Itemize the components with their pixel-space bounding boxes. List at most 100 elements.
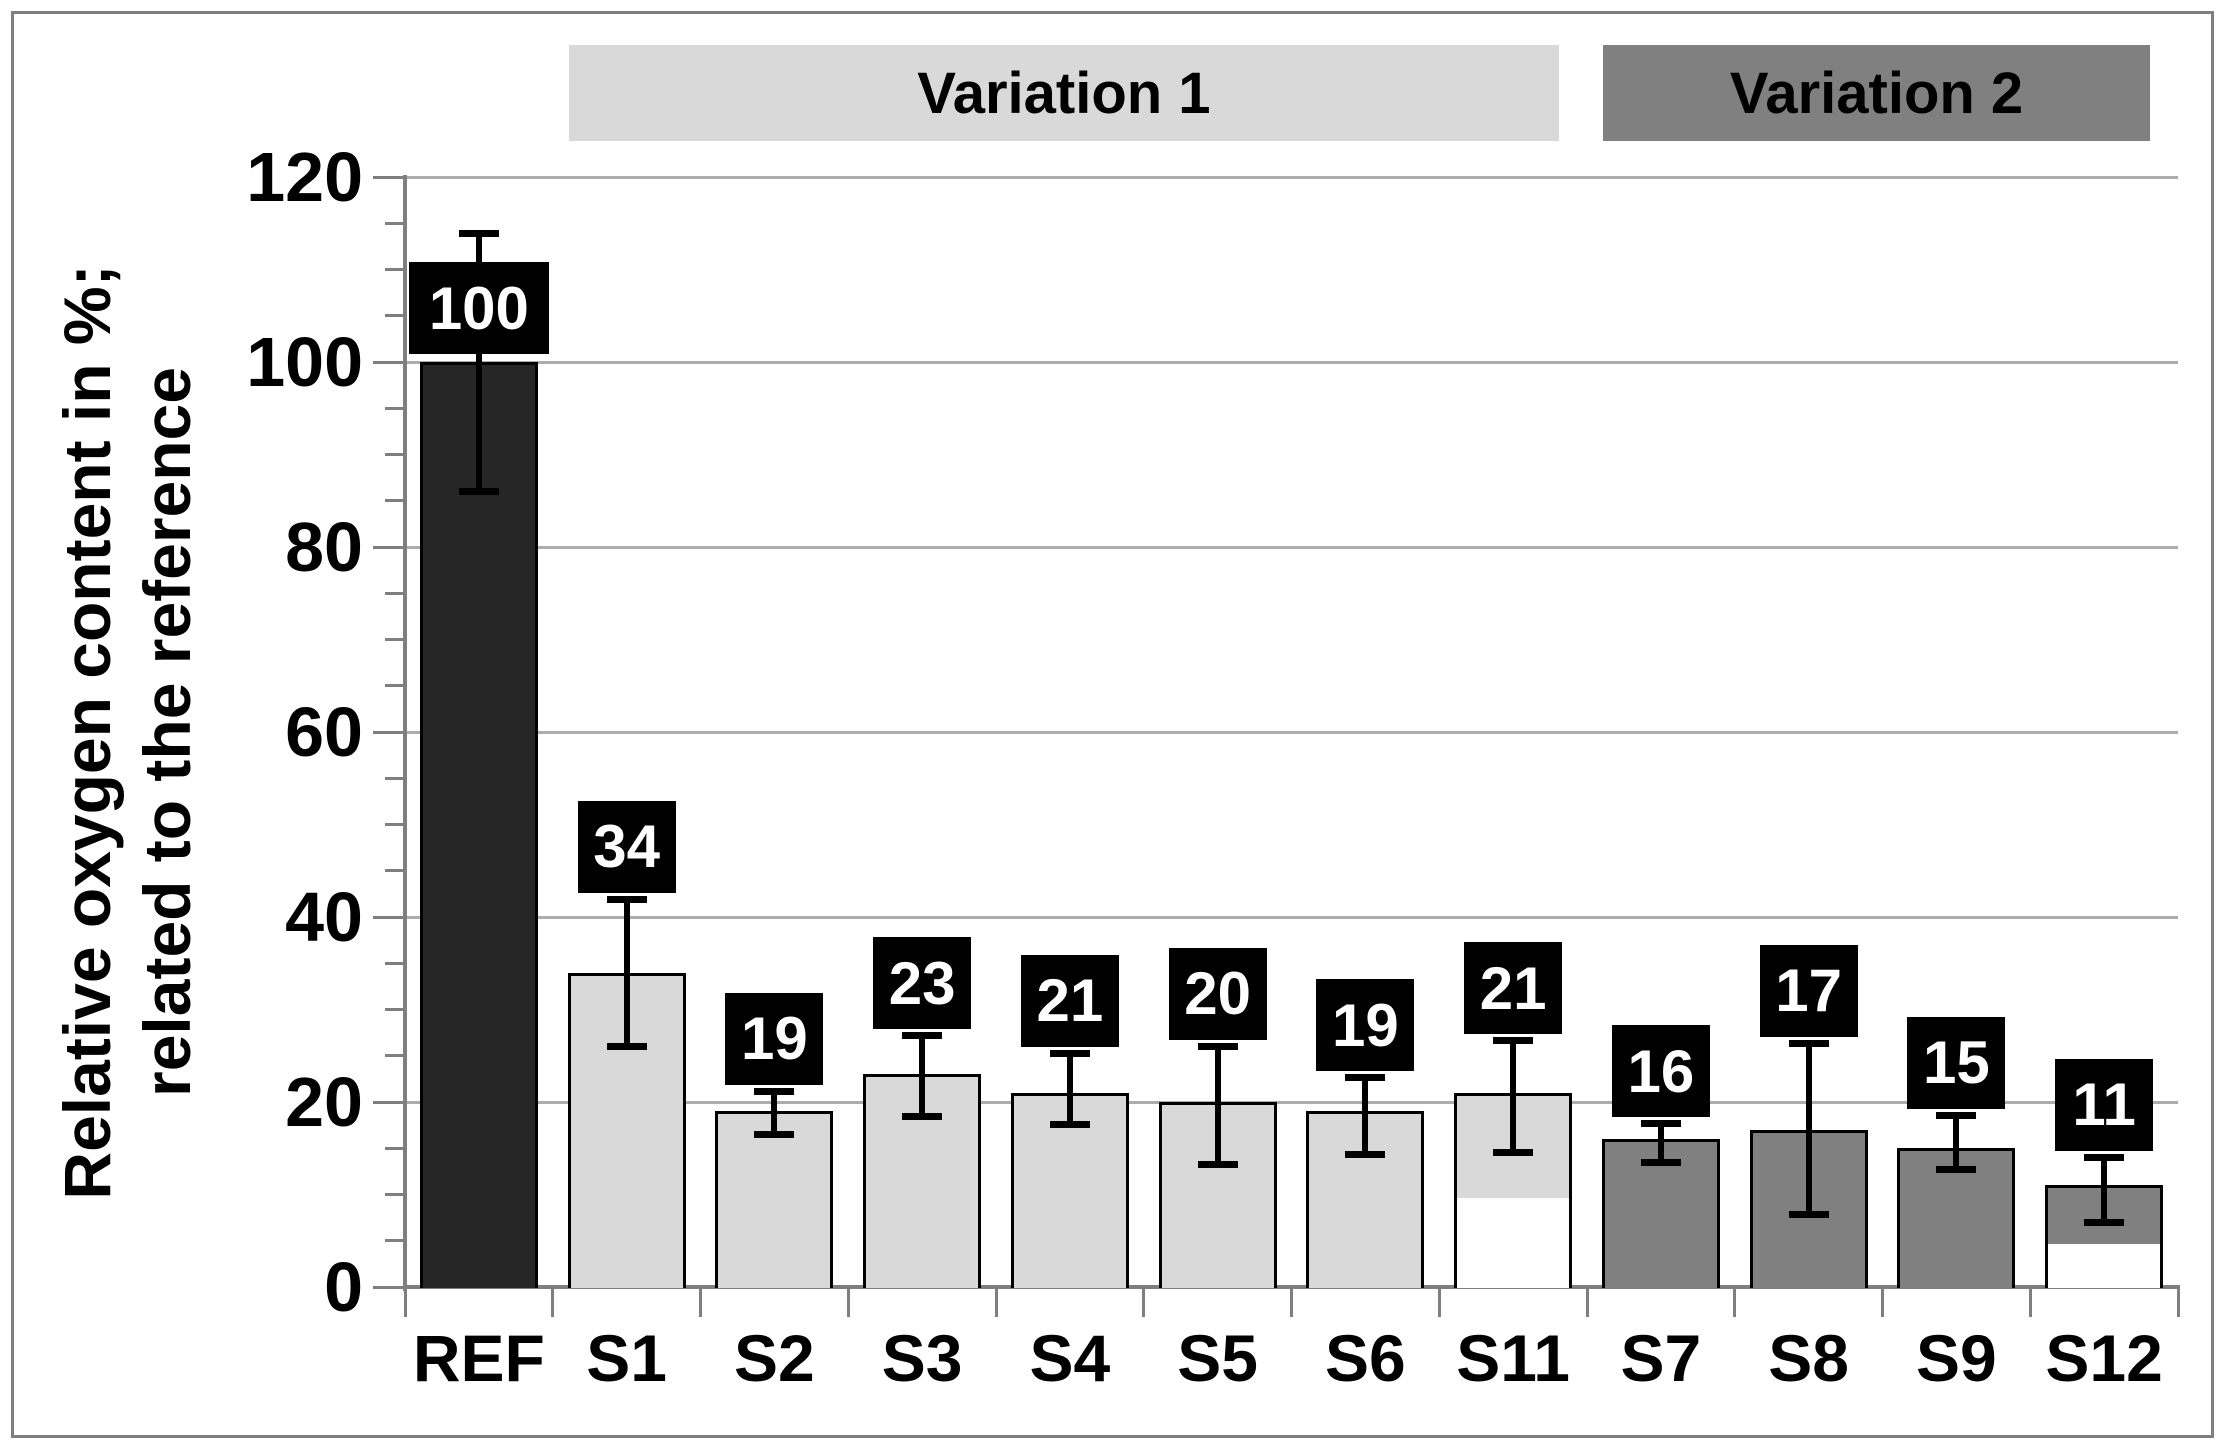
y-minor-tick <box>385 823 405 826</box>
error-bar-line-s1 <box>623 898 630 1047</box>
y-minor-tick <box>385 453 405 456</box>
error-bar-cap-bottom-s11 <box>1493 1148 1534 1156</box>
error-bar-line-s7 <box>1657 1123 1664 1164</box>
x-boundary-tick <box>994 1289 998 1317</box>
x-boundary-tick <box>1585 1289 1589 1317</box>
x-category-label-s9: S9 <box>1916 1321 1997 1395</box>
y-tick-label-120: 120 <box>246 138 363 216</box>
y-minor-tick <box>385 499 405 503</box>
y-axis-line <box>403 175 407 1291</box>
bar-white-segment-s11 <box>1457 1197 1570 1288</box>
error-bar-cap-bottom-s2 <box>754 1131 795 1139</box>
error-bar-cap-top-s7 <box>1640 1120 1681 1128</box>
x-boundary-tick <box>1437 1289 1441 1317</box>
bar-s7 <box>1601 1139 1720 1288</box>
data-label-s1: 34 <box>577 800 676 893</box>
error-bar-line-s9 <box>1953 1114 1960 1171</box>
x-category-label-s6: S6 <box>1325 1321 1406 1395</box>
y-minor-tick <box>385 406 405 410</box>
x-boundary-tick <box>403 1289 407 1317</box>
error-bar-cap-bottom-s1 <box>606 1042 647 1050</box>
y-minor-tick <box>385 1239 405 1243</box>
x-boundary-tick <box>699 1289 702 1317</box>
y-tick-label-40: 40 <box>285 878 363 956</box>
x-category-label-s3: S3 <box>881 1321 963 1395</box>
error-bar-cap-bottom-s7 <box>1640 1159 1681 1167</box>
y-tick-label-100: 100 <box>246 323 363 401</box>
gridline-y100 <box>405 360 2178 364</box>
y-minor-tick <box>385 1054 405 1058</box>
error-bar-cap-bottom-s4 <box>1049 1121 1090 1129</box>
data-label-s12: 11 <box>2055 1058 2154 1151</box>
data-label-s4: 21 <box>1020 954 1119 1047</box>
band-variation-2: Variation 2 <box>1603 45 2150 141</box>
y-tick-label-0: 0 <box>324 1248 363 1326</box>
error-bar-cap-top-s1 <box>606 895 647 903</box>
y-major-tick <box>373 545 405 549</box>
data-label-s2: 19 <box>725 992 824 1085</box>
x-axis-line <box>403 1285 2180 1289</box>
error-bar-cap-bottom-s8 <box>1788 1210 1829 1218</box>
data-label-s3: 23 <box>873 937 972 1030</box>
error-bar-line-s8 <box>1805 1042 1812 1215</box>
x-category-label-s7: S7 <box>1620 1321 1702 1395</box>
x-boundary-tick <box>2176 1289 2180 1317</box>
y-minor-tick <box>385 268 405 271</box>
error-bar-cap-top-s9 <box>1936 1111 1977 1119</box>
error-bar-cap-top-s4 <box>1049 1049 1090 1057</box>
y-tick-label-60: 60 <box>285 693 363 771</box>
data-label-s9: 15 <box>1907 1016 2006 1109</box>
data-label-ref: 100 <box>408 262 549 354</box>
x-category-label-s11: S11 <box>1456 1321 1571 1395</box>
error-bar-cap-bottom-s5 <box>1197 1160 1238 1168</box>
error-bar-cap-top-s2 <box>754 1087 795 1095</box>
error-bar-cap-bottom-s12 <box>2084 1219 2125 1227</box>
y-minor-tick <box>385 869 405 873</box>
x-category-label-s5: S5 <box>1177 1321 1258 1395</box>
error-bar-cap-top-s5 <box>1197 1042 1238 1050</box>
x-boundary-tick <box>1142 1289 1146 1317</box>
data-label-s7: 16 <box>1611 1025 1710 1118</box>
y-minor-tick <box>385 961 405 965</box>
error-bar-line-s4 <box>1066 1052 1073 1126</box>
bar-s2 <box>715 1111 834 1288</box>
y-minor-tick <box>385 314 405 318</box>
x-category-label-s2: S2 <box>734 1321 815 1395</box>
y-minor-tick <box>385 591 405 595</box>
error-bar-line-s6 <box>1362 1077 1369 1155</box>
x-category-label-s12: S12 <box>2045 1321 2163 1395</box>
x-boundary-tick <box>1881 1289 1884 1317</box>
gridline-y20 <box>405 1100 2178 1104</box>
data-label-s6: 19 <box>1316 979 1415 1072</box>
error-bar-line-s11 <box>1510 1040 1517 1153</box>
y-tick-label-20: 20 <box>285 1063 363 1141</box>
x-category-label-s4: S4 <box>1029 1321 1111 1395</box>
y-minor-tick <box>385 1146 405 1150</box>
y-minor-tick <box>385 1008 405 1011</box>
y-major-tick <box>373 730 405 734</box>
y-major-tick <box>373 1285 405 1289</box>
error-bar-line-s12 <box>2101 1156 2108 1224</box>
x-boundary-tick <box>551 1289 555 1317</box>
error-bar-cap-top-ref <box>458 229 499 237</box>
y-major-tick <box>373 175 405 179</box>
error-bar-cap-top-s12 <box>2084 1153 2125 1161</box>
x-boundary-tick <box>1290 1289 1293 1317</box>
gridline-y80 <box>405 545 2178 549</box>
x-category-label-s1: S1 <box>586 1321 667 1395</box>
gridline-y40 <box>405 915 2178 919</box>
error-bar-line-ref <box>475 232 482 492</box>
error-bar-cap-top-s6 <box>1345 1074 1386 1082</box>
error-bar-cap-bottom-s3 <box>902 1112 943 1120</box>
bar-s12 <box>2045 1185 2164 1288</box>
gridline-y120 <box>405 175 2178 179</box>
x-category-label-s8: S8 <box>1768 1321 1849 1395</box>
data-label-s8: 17 <box>1759 944 1858 1037</box>
x-boundary-tick <box>1733 1289 1737 1317</box>
x-category-label-ref: REF <box>412 1321 545 1395</box>
gridline-y60 <box>405 730 2178 734</box>
y-tick-label-80: 80 <box>285 508 363 586</box>
error-bar-cap-top-s11 <box>1493 1037 1534 1045</box>
